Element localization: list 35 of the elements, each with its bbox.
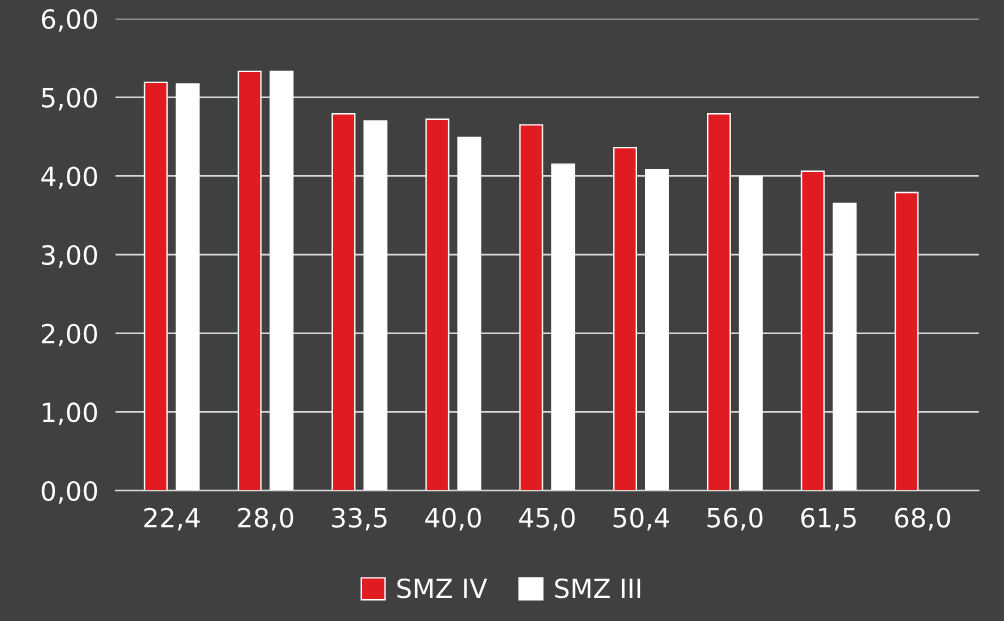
y-tick-label: 3,00 xyxy=(42,245,98,268)
y-tick-label: 0,00 xyxy=(41,481,98,504)
x-tick-label: 45,0 xyxy=(519,507,575,531)
bar xyxy=(551,163,576,491)
bar xyxy=(237,70,262,491)
y-tick-label: 6,00 xyxy=(41,9,98,32)
bar xyxy=(706,113,731,491)
legend-label: SMZ III xyxy=(555,578,641,599)
x-tick-label: 61,5 xyxy=(801,507,856,531)
bar xyxy=(363,120,388,491)
bar xyxy=(143,81,168,491)
bar xyxy=(519,124,544,491)
x-tick-label: 33,5 xyxy=(332,507,387,531)
y-tick-label: 1,00 xyxy=(42,402,98,426)
bar xyxy=(645,168,669,491)
y-tick-label: 4,00 xyxy=(41,166,98,190)
y-tick-label: 5,00 xyxy=(42,87,98,111)
x-tick-label: 28,0 xyxy=(238,507,294,531)
x-tick-label: 40,0 xyxy=(425,507,481,531)
bar xyxy=(175,83,200,491)
bar xyxy=(331,113,356,491)
x-tick-label: 56,0 xyxy=(707,507,763,531)
bar xyxy=(613,146,638,491)
legend-label: SMZ IV xyxy=(397,578,488,599)
bar xyxy=(800,170,825,491)
x-tick-label: 50,4 xyxy=(613,507,669,531)
bar xyxy=(457,136,482,491)
bar xyxy=(894,191,919,491)
bar xyxy=(738,176,763,491)
x-tick-label: 22,4 xyxy=(144,507,200,531)
x-tick-label: 68,0 xyxy=(895,507,951,531)
bar xyxy=(832,202,857,491)
y-tick-label: 2,00 xyxy=(41,323,98,347)
bar xyxy=(425,118,450,491)
bar xyxy=(269,70,294,491)
